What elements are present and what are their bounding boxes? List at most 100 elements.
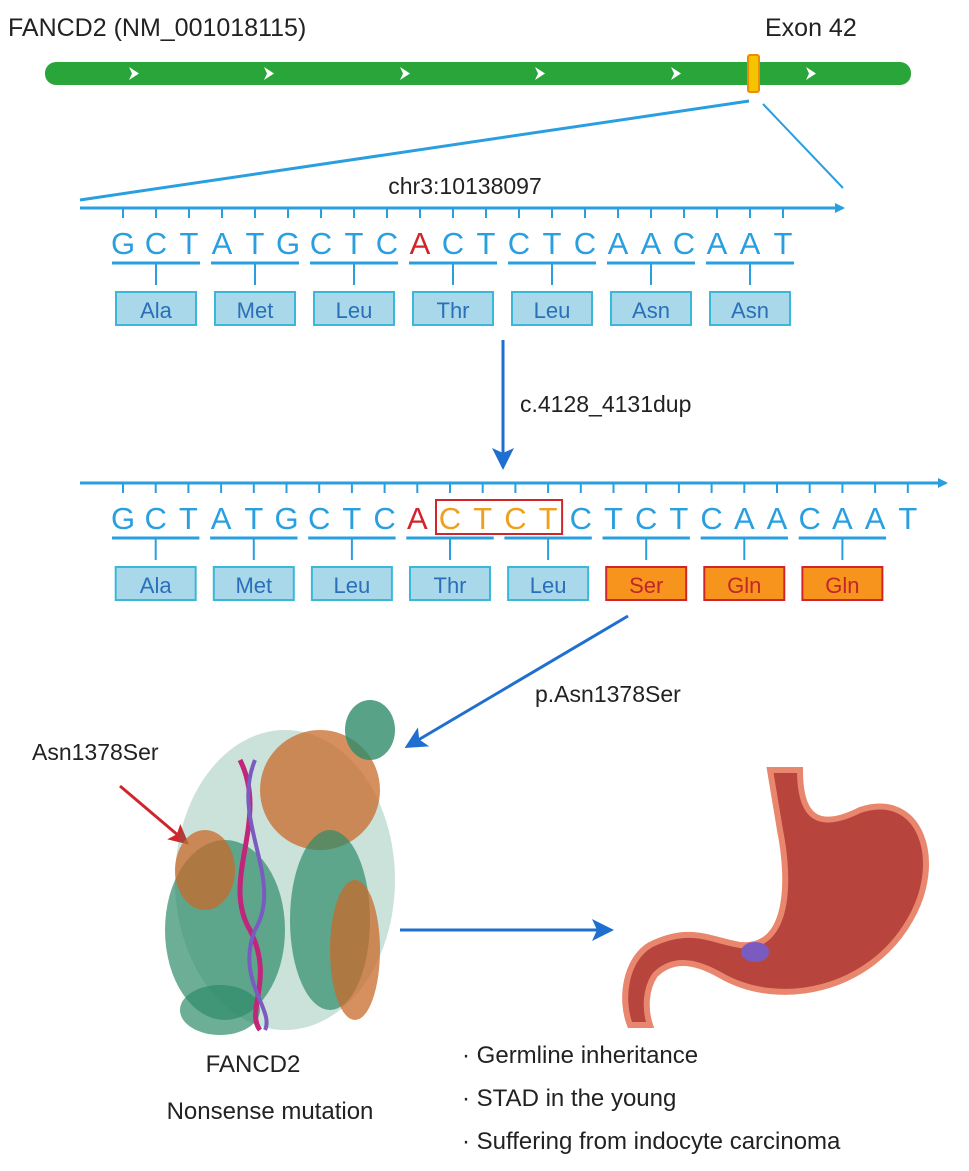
nucleotide: C xyxy=(439,501,461,536)
nucleotide: C xyxy=(504,501,526,536)
amino-acid-box xyxy=(114,566,197,601)
nucleotide: A xyxy=(211,501,232,536)
exon-label: Exon 42 xyxy=(765,14,857,42)
amino-acid-box xyxy=(801,566,884,601)
nucleotide: A xyxy=(865,501,886,536)
amino-acid-label: Ala xyxy=(140,298,173,323)
amino-acid-box xyxy=(310,566,393,601)
amino-acid-label: Ser xyxy=(629,573,663,598)
chevron-icon xyxy=(671,67,681,80)
amino-acid-box xyxy=(610,291,692,326)
amino-acid-label: Leu xyxy=(336,298,373,323)
stomach-image xyxy=(622,767,929,1028)
amino-acid-label: Asn xyxy=(731,298,769,323)
nucleotide: C xyxy=(308,501,330,536)
nucleotide: C xyxy=(700,501,722,536)
bullet-item: · STAD in the young xyxy=(462,1085,676,1112)
amino-acid-box xyxy=(212,566,295,601)
nucleotide: G xyxy=(274,501,298,536)
nucleotide: A xyxy=(740,226,761,261)
zoom-line-right xyxy=(762,103,844,189)
site-label: Asn1378Ser xyxy=(32,739,159,765)
amino-acid-box xyxy=(511,291,593,326)
chevron-icon xyxy=(264,67,274,80)
nucleotide: G xyxy=(111,226,135,261)
amino-acid-label: Met xyxy=(237,298,274,323)
amino-acid-label: Thr xyxy=(434,573,467,598)
nucleotide: C xyxy=(376,226,398,261)
amino-acid-box xyxy=(709,291,791,326)
nucleotide: T xyxy=(539,501,558,536)
nucleotide: A xyxy=(407,501,428,536)
amino-acid-label: Gln xyxy=(825,573,859,598)
nucleotide: T xyxy=(345,226,364,261)
nucleotide: T xyxy=(244,501,263,536)
nucleotide: C xyxy=(145,501,167,536)
nucleotide: C xyxy=(799,501,821,536)
nucleotide: T xyxy=(179,501,198,536)
nucleotide: T xyxy=(473,501,492,536)
bullet-item: · Suffering from indocyte carcinoma xyxy=(462,1128,841,1155)
amino-acid-box xyxy=(703,566,786,601)
amino-acid-label: Asn xyxy=(632,298,670,323)
duplication-box xyxy=(435,499,564,535)
diagonal-arrow xyxy=(404,614,629,749)
direction-chevrons xyxy=(129,67,816,80)
nucleotide: C xyxy=(442,226,464,261)
nucleotide: A xyxy=(212,226,233,261)
nucleotide: A xyxy=(641,226,662,261)
nucleotide: T xyxy=(342,501,361,536)
nucleotide: C xyxy=(574,226,596,261)
amino-acid-box xyxy=(409,566,491,601)
amino-acid-label: Gln xyxy=(727,573,761,598)
nucleotide: A xyxy=(410,226,431,261)
nucleotide: C xyxy=(373,501,395,536)
nucleotide: C xyxy=(570,501,592,536)
amino-acid-label: Leu xyxy=(530,573,567,598)
gene-label: FANCD2 (NM_001018115) xyxy=(8,14,306,42)
amino-acid-label: Ala xyxy=(140,573,173,598)
chevron-icon xyxy=(129,67,139,80)
amino-acid-box xyxy=(605,566,688,601)
amino-acid-label: Met xyxy=(235,573,272,598)
nucleotide: C xyxy=(635,501,657,536)
chevron-icon xyxy=(535,67,545,80)
position-label: chr3:10138097 xyxy=(388,173,541,199)
nucleotide: T xyxy=(898,501,917,536)
nucleotide: A xyxy=(707,226,728,261)
protein-name: FANCD2 xyxy=(206,1051,301,1078)
nucleotide: A xyxy=(767,501,788,536)
protein-change-label: p.Asn1378Ser xyxy=(535,681,681,707)
protein-structure-image xyxy=(165,700,395,1035)
nucleotide: T xyxy=(543,226,562,261)
nucleotide: T xyxy=(774,226,793,261)
nucleotide: G xyxy=(276,226,300,261)
gene-bar xyxy=(45,62,911,85)
nucleotide: T xyxy=(246,226,265,261)
exon-marker xyxy=(747,54,760,93)
protein-note: Nonsense mutation xyxy=(167,1098,374,1125)
amino-acid-box xyxy=(214,291,296,326)
nucleotide: A xyxy=(734,501,755,536)
site-arrow xyxy=(119,784,190,845)
nucleotide: C xyxy=(145,226,167,261)
amino-acid-box xyxy=(507,566,590,601)
zoom-line-left xyxy=(79,99,750,202)
nucleotide: A xyxy=(832,501,853,536)
bullet-item: · Germline inheritance xyxy=(462,1042,698,1069)
chevron-icon xyxy=(400,67,410,80)
nucleotide: G xyxy=(111,501,135,536)
bullet-list: · Germline inheritance · STAD in the you… xyxy=(462,1042,841,1155)
amino-acid-label: Thr xyxy=(437,298,470,323)
amino-acid-label: Leu xyxy=(534,298,571,323)
nucleotide: C xyxy=(673,226,695,261)
amino-acid-box xyxy=(115,291,197,326)
nucleotide: T xyxy=(604,501,623,536)
mutation-label: c.4128_4131dup xyxy=(520,391,691,417)
nucleotide: T xyxy=(477,226,496,261)
amino-acid-box xyxy=(313,291,395,326)
nucleotide: C xyxy=(508,226,530,261)
